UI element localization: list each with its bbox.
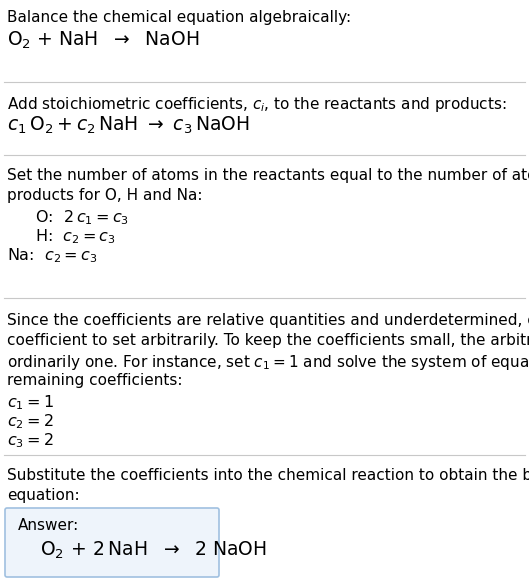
Text: $\mathdefault{O}_2\,+\,2\,$NaH  $\rightarrow$  2 NaOH: $\mathdefault{O}_2\,+\,2\,$NaH $\rightar… [40,540,267,561]
Text: equation:: equation: [7,488,80,503]
Text: Set the number of atoms in the reactants equal to the number of atoms in the: Set the number of atoms in the reactants… [7,168,529,183]
Text: $c_1\,\mathdefault{O}_2 + c_2\,$NaH $\rightarrow$ $c_3\,$NaOH: $c_1\,\mathdefault{O}_2 + c_2\,$NaH $\ri… [7,115,250,136]
Text: H:  $c_2 = c_3$: H: $c_2 = c_3$ [25,227,116,246]
Text: Na:  $c_2 = c_3$: Na: $c_2 = c_3$ [7,246,97,265]
Text: Substitute the coefficients into the chemical reaction to obtain the balanced: Substitute the coefficients into the che… [7,468,529,483]
Text: O:  $2\,c_1 = c_3$: O: $2\,c_1 = c_3$ [25,208,129,227]
Text: remaining coefficients:: remaining coefficients: [7,373,183,388]
Text: ordinarily one. For instance, set $c_1 = 1$ and solve the system of equations fo: ordinarily one. For instance, set $c_1 =… [7,353,529,372]
Text: $c_2 = 2$: $c_2 = 2$ [7,412,53,431]
Text: Balance the chemical equation algebraically:: Balance the chemical equation algebraica… [7,10,351,25]
Text: $\mathdefault{O}_2$ $+$ NaH  $\rightarrow$  NaOH: $\mathdefault{O}_2$ $+$ NaH $\rightarrow… [7,30,199,51]
Text: products for O, H and Na:: products for O, H and Na: [7,188,203,203]
Text: coefficient to set arbitrarily. To keep the coefficients small, the arbitrary va: coefficient to set arbitrarily. To keep … [7,333,529,348]
Text: Answer:: Answer: [18,518,79,533]
Text: $c_3 = 2$: $c_3 = 2$ [7,431,53,450]
Text: $c_1 = 1$: $c_1 = 1$ [7,393,54,411]
Text: Since the coefficients are relative quantities and underdetermined, choose a: Since the coefficients are relative quan… [7,313,529,328]
Text: Add stoichiometric coefficients, $c_i$, to the reactants and products:: Add stoichiometric coefficients, $c_i$, … [7,95,507,114]
FancyBboxPatch shape [5,508,219,577]
